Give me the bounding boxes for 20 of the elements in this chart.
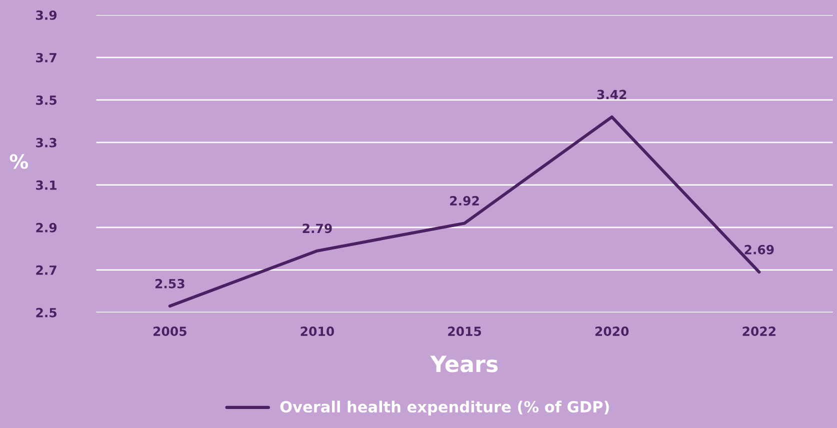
data-label: 2.69 [744, 244, 774, 254]
y-tick-label: 2.5 [36, 308, 56, 318]
y-tick-label: 3.7 [36, 52, 56, 62]
y-tick-label: 3.1 [36, 180, 57, 190]
legend-label: Overall health expenditure (% of GDP) [280, 400, 609, 416]
x-tick-label: 2010 [300, 326, 334, 336]
y-tick-label: 2.9 [36, 222, 57, 232]
data-label: 2.92 [450, 196, 479, 206]
data-label: 2.53 [155, 278, 184, 288]
y-tick-label: 3.9 [36, 10, 57, 20]
y-tick-label: 3.3 [36, 138, 56, 148]
y-axis-title: % [10, 154, 28, 169]
data-label: 3.42 [597, 90, 626, 100]
x-tick-label: 2020 [595, 326, 629, 336]
y-tick-label: 2.7 [36, 265, 56, 275]
x-axis-title: Years [430, 356, 498, 372]
x-tick-label: 2015 [448, 326, 482, 336]
y-tick-label: 3.5 [36, 95, 56, 105]
x-tick-label: 2005 [154, 326, 186, 336]
x-tick-label: 2022 [742, 326, 776, 336]
